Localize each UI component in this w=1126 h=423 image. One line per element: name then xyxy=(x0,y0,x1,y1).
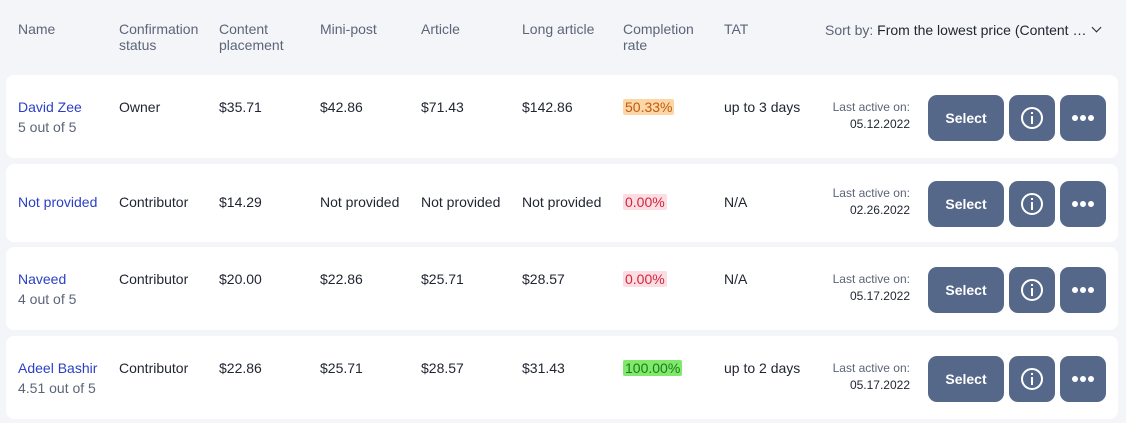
content-placement-price: $20.00 xyxy=(219,271,262,287)
content-placement-price: $14.29 xyxy=(219,194,262,210)
provider-rating: 4.51 out of 5 xyxy=(18,380,96,396)
last-active-label: Last active on: xyxy=(832,186,910,200)
confirmation-status: Contributor xyxy=(119,271,189,287)
mini-post-price: $22.86 xyxy=(320,271,363,287)
col-header-completion-rate: Completion rate xyxy=(623,21,694,53)
tat-value: up to 2 days xyxy=(724,360,801,376)
completion-rate-badge: 0.00% xyxy=(623,271,667,287)
mini-post-price: $42.86 xyxy=(320,99,363,115)
info-button[interactable] xyxy=(1009,95,1055,141)
more-options-button[interactable] xyxy=(1060,356,1106,402)
last-active-date: 05.12.2022 xyxy=(849,117,910,131)
chevron-down-icon[interactable] xyxy=(1091,22,1102,33)
last-active: Last active on: 05.17.2022 xyxy=(806,360,910,394)
provider-name-link[interactable]: Not provided xyxy=(18,194,98,210)
article-price: $28.57 xyxy=(421,360,464,376)
info-icon xyxy=(1021,368,1043,390)
table-header: Name Confirmation status Content placeme… xyxy=(0,0,1126,75)
sort-select[interactable]: From the lowest price (Content placement… xyxy=(877,22,1089,38)
completion-rate-badge: 0.00% xyxy=(623,194,667,210)
completion-rate-value: 0.00% xyxy=(623,194,667,210)
tat-value: N/A xyxy=(724,271,748,287)
col-header-tat: TAT xyxy=(724,21,749,37)
sort-control[interactable]: Sort by: From the lowest price (Content … xyxy=(825,22,1102,38)
long-article-price: $142.86 xyxy=(522,99,573,115)
long-article-price: $28.57 xyxy=(522,271,565,287)
more-options-button[interactable] xyxy=(1060,95,1106,141)
completion-rate-badge: 50.33% xyxy=(623,99,675,115)
last-active-date: 02.26.2022 xyxy=(849,203,910,217)
info-icon xyxy=(1021,193,1043,215)
content-placement-price: $35.71 xyxy=(219,99,262,115)
last-active-label: Last active on: xyxy=(832,100,910,114)
info-icon xyxy=(1021,107,1043,129)
col-header-name: Name xyxy=(18,21,56,37)
provider-rating: 4 out of 5 xyxy=(18,291,77,307)
long-article-price: $31.43 xyxy=(522,360,565,376)
sort-label: Sort by: xyxy=(825,22,874,38)
table-row: Adeel Bashir 4.51 out of 5 Contributor $… xyxy=(6,336,1118,419)
info-button[interactable] xyxy=(1009,267,1055,313)
info-icon xyxy=(1021,279,1043,301)
table-row: Not provided Contributor $14.29 Not prov… xyxy=(6,164,1118,242)
ellipsis-icon xyxy=(1072,115,1094,121)
col-header-mini-post: Mini-post xyxy=(320,21,377,37)
last-active-date: 05.17.2022 xyxy=(849,378,910,392)
confirmation-status: Contributor xyxy=(119,194,189,210)
ellipsis-icon xyxy=(1072,376,1094,382)
article-price: $25.71 xyxy=(421,271,464,287)
completion-rate-value: 0.00% xyxy=(623,271,667,287)
last-active: Last active on: 02.26.2022 xyxy=(806,185,910,219)
long-article-price: Not provided xyxy=(522,194,602,210)
more-options-button[interactable] xyxy=(1060,267,1106,313)
col-header-long-article: Long article xyxy=(522,21,595,37)
info-button[interactable] xyxy=(1009,181,1055,227)
col-header-article: Article xyxy=(421,21,460,37)
confirmation-status: Owner xyxy=(119,99,161,115)
select-button[interactable]: Select xyxy=(928,356,1004,402)
col-header-confirmation: Confirmation status xyxy=(119,21,199,53)
table-row: David Zee 5 out of 5 Owner $35.71 $42.86… xyxy=(6,75,1118,158)
last-active: Last active on: 05.17.2022 xyxy=(806,271,910,305)
completion-rate-value: 50.33% xyxy=(623,99,675,115)
tat-value: N/A xyxy=(724,194,748,210)
last-active-label: Last active on: xyxy=(832,361,910,375)
provider-name-link[interactable]: Adeel Bashir xyxy=(18,360,98,376)
article-price: Not provided xyxy=(421,194,501,210)
select-button[interactable]: Select xyxy=(928,181,1004,227)
tat-value: up to 3 days xyxy=(724,99,801,115)
last-active-label: Last active on: xyxy=(832,272,910,286)
select-button[interactable]: Select xyxy=(928,267,1004,313)
last-active-date: 05.17.2022 xyxy=(849,289,910,303)
content-placement-price: $22.86 xyxy=(219,360,262,376)
provider-rating: 5 out of 5 xyxy=(18,119,77,135)
ellipsis-icon xyxy=(1072,201,1094,207)
select-button[interactable]: Select xyxy=(928,95,1004,141)
provider-name-link[interactable]: David Zee xyxy=(18,99,82,115)
completion-rate-badge: 100.00% xyxy=(623,360,683,376)
last-active: Last active on: 05.12.2022 xyxy=(806,99,910,133)
mini-post-price: Not provided xyxy=(320,194,400,210)
info-button[interactable] xyxy=(1009,356,1055,402)
col-header-content-placement: Content placement xyxy=(219,21,284,53)
more-options-button[interactable] xyxy=(1060,181,1106,227)
confirmation-status: Contributor xyxy=(119,360,189,376)
mini-post-price: $25.71 xyxy=(320,360,363,376)
article-price: $71.43 xyxy=(421,99,464,115)
ellipsis-icon xyxy=(1072,287,1094,293)
completion-rate-value: 100.00% xyxy=(623,360,683,376)
provider-name-link[interactable]: Naveed xyxy=(18,271,67,287)
table-row: Naveed 4 out of 5 Contributor $20.00 $22… xyxy=(6,247,1118,330)
